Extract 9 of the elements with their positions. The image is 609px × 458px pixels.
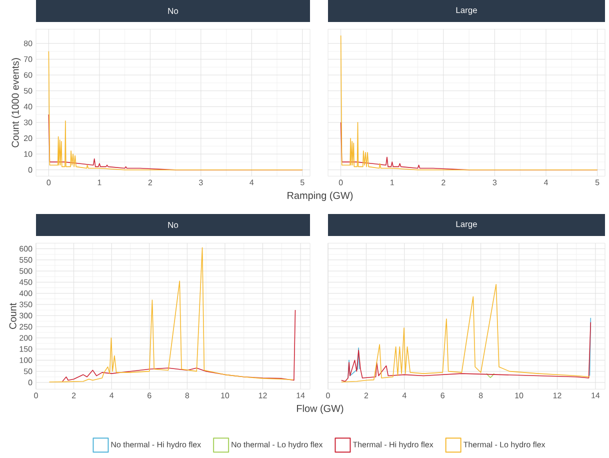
x-axis-title: Flow (GW) [297, 404, 344, 414]
chart-title: Large [456, 221, 477, 229]
chart-title: No [168, 222, 178, 228]
chart-title: Large [456, 7, 477, 15]
chart-title: No [168, 8, 178, 14]
y-axis-title: Count (1000 events) [12, 58, 21, 148]
y-axis-title: Count [9, 302, 16, 329]
x-axis-title: Ramping (GW) [288, 192, 353, 201]
line-series [48, 247, 294, 382]
